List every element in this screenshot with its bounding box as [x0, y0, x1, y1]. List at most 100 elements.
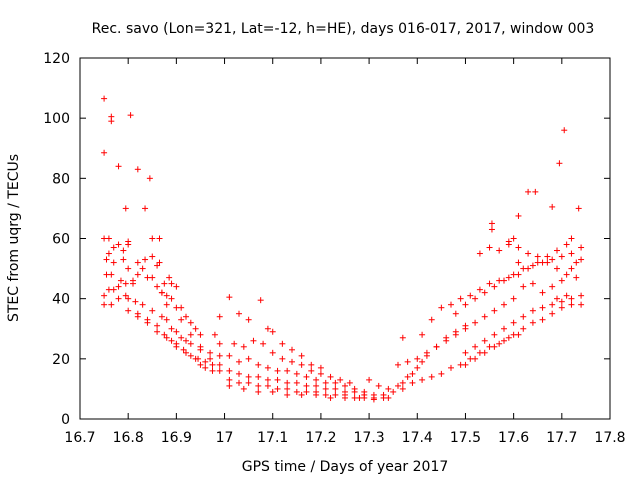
data-point [122, 280, 129, 287]
data-point [269, 388, 276, 395]
data-point [515, 259, 522, 266]
x-tick-label: 17.6 [498, 430, 529, 446]
data-point [520, 313, 527, 320]
data-point [202, 358, 209, 365]
data-point [207, 355, 214, 362]
data-point [134, 271, 141, 278]
data-point [134, 166, 141, 173]
y-tick-label: 120 [43, 51, 70, 67]
data-point [139, 265, 146, 272]
data-point [438, 304, 445, 311]
data-point [496, 340, 503, 347]
data-point [289, 358, 295, 365]
data-point [197, 361, 204, 368]
data-point [274, 376, 281, 383]
data-point [115, 283, 122, 290]
data-point [510, 295, 517, 302]
data-point [245, 379, 252, 386]
data-point [515, 212, 522, 219]
data-point [284, 379, 291, 386]
data-point [452, 310, 459, 317]
data-point [178, 316, 185, 323]
data-point [255, 388, 262, 395]
data-point [105, 250, 112, 257]
data-point [575, 205, 582, 212]
data-point [183, 337, 189, 344]
data-point [563, 241, 570, 248]
data-point [154, 262, 161, 269]
data-point [481, 289, 488, 296]
data-point [178, 304, 185, 311]
data-point [163, 334, 170, 341]
data-point [520, 265, 527, 272]
data-point [501, 301, 507, 308]
data-point [375, 382, 382, 389]
data-point [385, 394, 392, 401]
x-tick-label: 16.9 [161, 430, 192, 446]
data-point [332, 379, 339, 386]
chart-title: Rec. savo (Lon=321, Lat=-12, h=HE), days… [92, 21, 595, 37]
data-point [187, 331, 194, 338]
data-point [207, 349, 214, 356]
data-point [264, 364, 271, 371]
data-point [370, 396, 377, 403]
data-point [549, 310, 556, 317]
y-tick-label: 60 [52, 232, 70, 248]
data-point [448, 301, 454, 308]
data-point [154, 322, 161, 329]
data-point [108, 271, 115, 278]
data-point [491, 283, 498, 290]
data-point [168, 295, 175, 302]
data-point [472, 319, 479, 326]
data-point [226, 352, 233, 359]
data-point [130, 280, 136, 287]
data-point [163, 301, 170, 308]
data-point [568, 265, 575, 272]
data-point [534, 253, 541, 260]
data-point [110, 244, 117, 251]
data-point [317, 364, 324, 371]
data-point [115, 295, 122, 302]
data-point [187, 319, 194, 326]
data-point [549, 256, 556, 263]
data-point [529, 280, 536, 287]
data-point [120, 256, 127, 263]
data-point [211, 331, 218, 338]
data-point [255, 373, 262, 380]
data-point [240, 385, 247, 392]
data-point [125, 265, 132, 272]
data-point [101, 149, 108, 156]
data-point [142, 256, 149, 263]
data-point [216, 313, 223, 320]
data-point [462, 349, 469, 356]
data-point [156, 259, 163, 266]
data-point [486, 280, 493, 287]
data-point [216, 340, 223, 347]
data-point [558, 277, 565, 284]
data-point [462, 361, 469, 368]
data-point [563, 271, 570, 278]
data-point [115, 163, 122, 170]
data-point [501, 277, 507, 284]
data-point [380, 391, 387, 398]
data-point [115, 241, 122, 248]
data-point [236, 370, 242, 377]
data-point [529, 307, 536, 314]
data-point [399, 385, 406, 392]
data-point [289, 346, 295, 353]
data-point [122, 292, 129, 299]
data-point [322, 385, 329, 392]
data-point [168, 280, 175, 287]
data-point [161, 280, 168, 287]
data-point [163, 292, 170, 299]
data-point [250, 337, 257, 344]
data-point [284, 367, 291, 374]
data-point [549, 283, 556, 290]
data-point [105, 235, 112, 242]
data-point [556, 160, 563, 167]
data-point [414, 364, 421, 371]
data-point [510, 331, 517, 338]
data-point [245, 316, 252, 323]
data-point [303, 382, 310, 389]
